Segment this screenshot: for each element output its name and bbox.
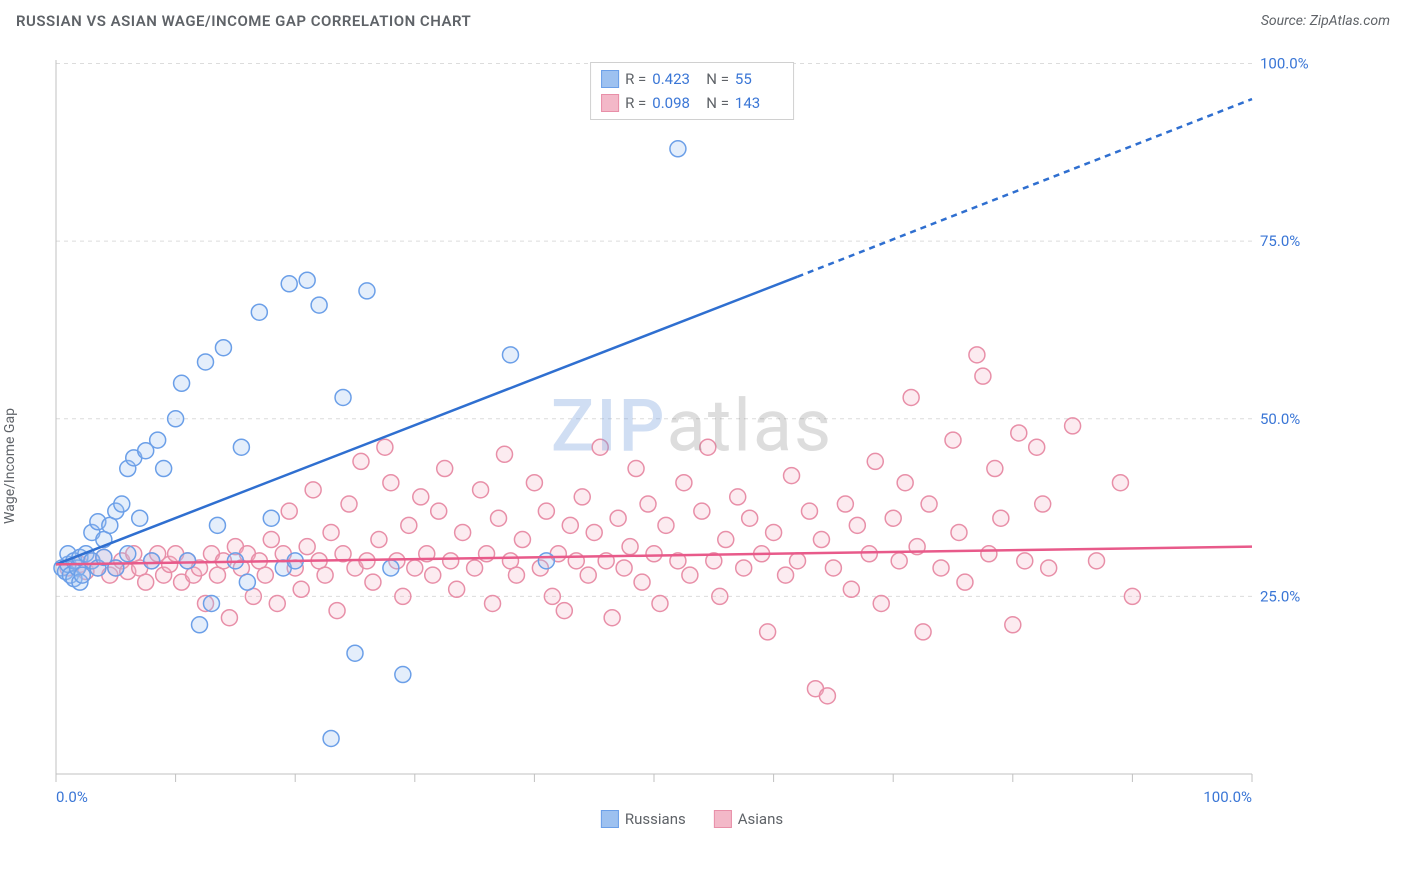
r-label: R = <box>625 91 646 115</box>
svg-text:100.0%: 100.0% <box>1203 788 1252 806</box>
legend-row-asians: R = 0.098 N = 143 <box>601 91 783 115</box>
n-label: N = <box>706 91 729 115</box>
svg-text:25.0%: 25.0% <box>1260 587 1300 605</box>
source-attribution: Source: ZipAtlas.com <box>1261 13 1390 29</box>
svg-text:75.0%: 75.0% <box>1260 232 1300 250</box>
y-axis-label: Wage/Income Gap <box>2 408 18 524</box>
n-label: N = <box>706 67 729 91</box>
chart-header: RUSSIAN VS ASIAN WAGE/INCOME GAP CORRELA… <box>16 12 1390 30</box>
legend-label: Russians <box>625 810 686 828</box>
svg-text:0.0%: 0.0% <box>56 788 88 806</box>
chart-container: Wage/Income Gap ZIPatlas R = 0.423 N = 5… <box>0 40 1406 892</box>
legend-item-russians: Russians <box>601 810 686 828</box>
r-label: R = <box>625 67 646 91</box>
r-value-russians: 0.423 <box>652 67 700 91</box>
legend-swatch-asians <box>601 94 619 112</box>
legend-row-russians: R = 0.423 N = 55 <box>601 67 783 91</box>
correlation-legend: R = 0.423 N = 55 R = 0.098 N = 143 <box>590 62 794 120</box>
n-value-asians: 143 <box>735 91 783 115</box>
legend-swatch-icon <box>714 810 732 828</box>
series-legend: Russians Asians <box>601 810 783 828</box>
legend-swatch-icon <box>601 810 619 828</box>
chart-title: RUSSIAN VS ASIAN WAGE/INCOME GAP CORRELA… <box>16 12 471 30</box>
svg-text:50.0%: 50.0% <box>1260 410 1300 428</box>
svg-text:100.0%: 100.0% <box>1260 56 1309 73</box>
legend-item-asians: Asians <box>714 810 783 828</box>
source-name: ZipAtlas.com <box>1310 13 1390 29</box>
source-prefix: Source: <box>1261 13 1310 29</box>
legend-label: Asians <box>738 810 783 828</box>
plot-area: ZIPatlas R = 0.423 N = 55 R = 0.098 N = … <box>52 56 1332 826</box>
scatter-plot-svg: 25.0% 50.0% 75.0% 100.0% 0.0% 100.0% <box>52 56 1332 826</box>
n-value-russians: 55 <box>735 67 783 91</box>
legend-swatch-russians <box>601 70 619 88</box>
r-value-asians: 0.098 <box>652 91 700 115</box>
